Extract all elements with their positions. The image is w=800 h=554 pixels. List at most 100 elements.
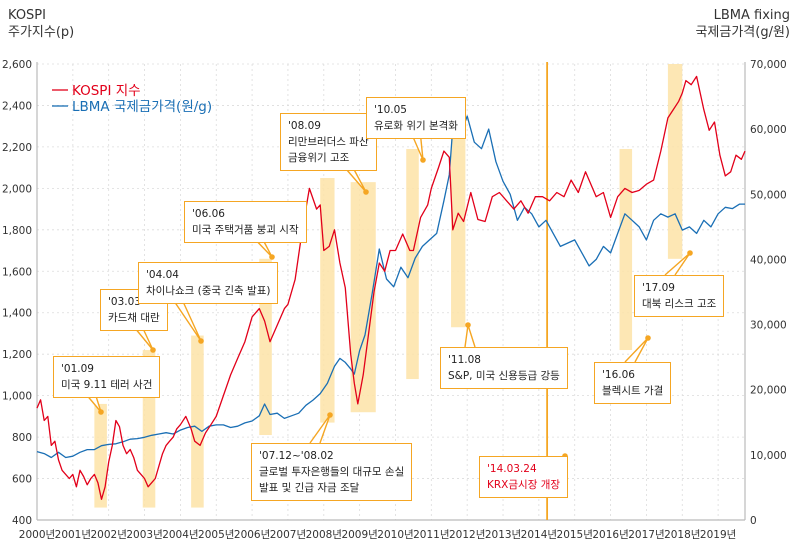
annotation-date: '08.09	[288, 120, 321, 132]
annotation-1108: '11.08 S&P, 미국 신용등급 강등	[440, 347, 568, 389]
annotation-text: 차이나쇼크 (중국 긴축 발표)	[146, 285, 271, 297]
shaded-period	[667, 64, 683, 259]
x-tick-label: 2012년	[449, 529, 485, 541]
shaded-period	[619, 148, 633, 351]
x-tick-label: 2013년	[485, 529, 521, 541]
annotation-0109: '01.09 미국 9.11 테러 사건	[53, 356, 161, 398]
annotation-text2: 금융위기 고조	[288, 152, 350, 164]
left-y-tick-label: 1,600	[2, 266, 32, 278]
x-tick-labels: 2000년 2001년 2002년 2003년 2004년 2005년 2006년 2007년…	[19, 529, 737, 541]
x-tick-label: 2005년	[198, 529, 234, 541]
x-tick-label: 2017년	[628, 529, 664, 541]
annotation-0809: '08.09 리만브러더스 파산 금융위기 고조	[280, 113, 377, 171]
right-y-tick-label: 50,000	[750, 189, 787, 201]
callout-dot	[327, 412, 333, 418]
callout-tail	[464, 324, 476, 348]
annotation-text: 리만브러더스 파산	[288, 136, 369, 148]
x-tick-label: 2018년	[664, 529, 700, 541]
annotation-date: '10.05	[374, 104, 407, 116]
legend-kospi-label: KOSPI 지수	[72, 83, 141, 99]
annotation-date: '14.03.24	[487, 463, 537, 475]
right-y-tick-label: 20,000	[750, 385, 787, 397]
callout-dot	[198, 338, 204, 344]
x-tick-label: 2002년	[91, 529, 127, 541]
left-y-tick-label: 2,200	[2, 142, 32, 154]
gold-price-line	[36, 102, 745, 459]
annotation-0606: '06.06 미국 주택거품 붕괴 시작	[184, 201, 307, 243]
annotation-date: '16.06	[602, 369, 635, 381]
annotation-text: 미국 9.11 테러 사건	[61, 379, 153, 391]
annotation-date: '01.09	[61, 363, 94, 375]
kospi-line	[36, 75, 746, 500]
callout-dot	[269, 254, 275, 260]
left-y-tick-label: 400	[12, 515, 32, 527]
left-y-tick-label: 600	[12, 474, 32, 486]
left-axis-title-line1: KOSPI	[8, 8, 46, 23]
x-tick-label: 2009년	[341, 529, 377, 541]
left-y-tick-label: 1,400	[2, 308, 32, 320]
x-tick-label: 2008년	[306, 529, 342, 541]
x-tick-label: 2016년	[592, 529, 628, 541]
right-y-tick-label: 0	[750, 515, 757, 527]
annotation-date: '11.08	[448, 354, 481, 366]
annotation-text: 글로벌 투자은행들의 대규모 손실	[259, 466, 405, 478]
x-tick-label: 2019년	[700, 529, 736, 541]
x-tick-label: 2011년	[413, 529, 449, 541]
annotation-date: '03.03	[108, 296, 141, 308]
left-y-tick-label: 800	[12, 432, 32, 444]
x-tick-label: 2003년	[126, 529, 162, 541]
left-axis-title-line2: 주가지수(p)	[8, 25, 75, 40]
callout-pointers	[84, 129, 693, 471]
x-tick-label: 2000년	[19, 529, 55, 541]
left-y-tick-label: 1,800	[2, 225, 32, 237]
right-y-tick-label: 70,000	[750, 59, 787, 71]
callout-dot	[645, 335, 651, 341]
annotation-text2: 발표 및 긴급 자금 조달	[259, 482, 360, 494]
left-y-tick-label: 2,000	[2, 183, 32, 195]
annotation-date: '17.09	[642, 282, 675, 294]
right-axis-title: LBMA fixing 국제금가격(g/원)	[695, 7, 790, 41]
right-y-tick-labels: 0 10,000 20,000 30,000 40,000 50,000 60,000 70,…	[750, 59, 787, 527]
annotation-date: '06.06	[192, 208, 225, 220]
callout-dot	[420, 157, 426, 163]
left-y-tick-label: 1,200	[2, 349, 32, 361]
annotation-140324: '14.03.24 KRX금시장 개장	[479, 456, 569, 498]
callout-dot	[465, 322, 471, 328]
annotation-date: '04.04	[146, 269, 179, 281]
annotation-0712-0802: '07.12~'08.02 글로벌 투자은행들의 대규모 손실 발표 및 긴급 …	[251, 443, 413, 501]
annotation-date: '07.12~'08.02	[259, 450, 334, 462]
annotation-0404: '04.04 차이나쇼크 (중국 긴축 발표)	[138, 262, 279, 304]
right-y-tick-label: 60,000	[750, 124, 787, 136]
shaded-period	[451, 130, 466, 328]
annotation-text: 미국 주택거품 붕괴 시작	[192, 224, 299, 236]
right-y-tick-label: 10,000	[750, 450, 787, 462]
annotation-1709: '17.09 대북 리스크 고조	[634, 275, 725, 317]
annotation-text: 대북 리스크 고조	[642, 298, 717, 310]
callout-dot	[687, 250, 693, 256]
annotation-text: 카드채 대란	[108, 312, 160, 324]
series-lines	[36, 75, 746, 500]
callout-dot	[150, 347, 156, 353]
right-axis-title-line1: LBMA fixing	[713, 8, 790, 23]
annotation-text: 유로화 위기 본격화	[374, 120, 458, 132]
callout-dot	[363, 189, 369, 195]
x-tick-label: 2004년	[162, 529, 198, 541]
right-axis-title-line2: 국제금가격(g/원)	[695, 25, 790, 40]
left-y-tick-label: 2,600	[2, 59, 32, 71]
right-y-tick-label: 30,000	[750, 320, 787, 332]
x-tick-label: 2001년	[55, 529, 91, 541]
annotation-1606: '16.06 블렉시트 가결	[594, 362, 672, 404]
annotation-text: S&P, 미국 신용등급 강등	[448, 370, 560, 382]
axes	[36, 62, 746, 521]
legend-gold-label: LBMA 국제금가격(원/g)	[72, 99, 212, 115]
left-axis-title: KOSPI 주가지수(p)	[8, 7, 74, 41]
left-y-tick-labels: 400 600 800 1,000 1,200 1,400 1,600 1,800 2,000 2…	[2, 59, 32, 527]
shaded-period	[191, 335, 204, 508]
left-y-tick-label: 1,000	[2, 391, 32, 403]
annotation-text: 블렉시트 가결	[602, 385, 664, 397]
legend: KOSPI 지수 LBMA 국제금가격(원/g)	[52, 83, 212, 115]
x-tick-label: 2010년	[377, 529, 413, 541]
annotation-1005: '10.05 유로화 위기 본격화	[366, 97, 466, 139]
x-tick-label: 2006년	[234, 529, 270, 541]
